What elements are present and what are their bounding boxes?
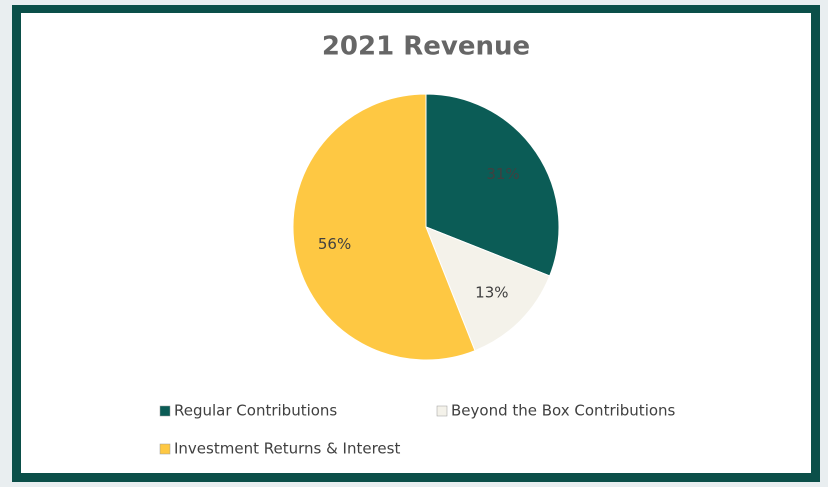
data-label: 31% <box>486 165 519 183</box>
data-label: 56% <box>318 235 351 253</box>
legend-label: Beyond the Box Contributions <box>451 402 676 420</box>
legend-swatch <box>159 443 171 455</box>
legend-label: Regular Contributions <box>174 402 337 420</box>
pie-slice <box>425 226 551 352</box>
legend-swatch <box>436 405 448 417</box>
pie-slice <box>425 93 560 277</box>
chart-title: 2021 Revenue <box>322 32 530 62</box>
legend-label: Investment Returns & Interest <box>174 440 400 458</box>
legend-swatch <box>159 405 171 417</box>
data-label: 13% <box>475 283 508 301</box>
pie-slice <box>292 93 476 361</box>
